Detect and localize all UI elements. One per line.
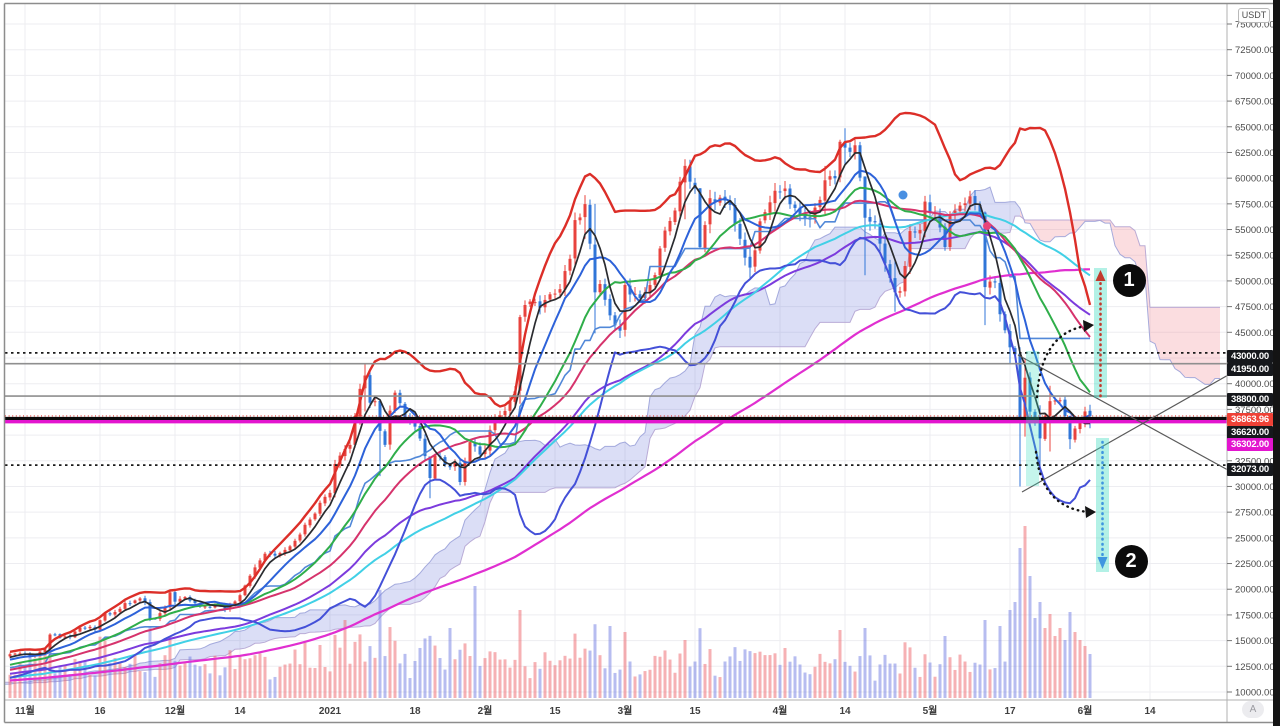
price-badge-38800.00[interactable]: 38800.00 — [1227, 392, 1273, 406]
x-tick-label[interactable]: 12월 — [165, 705, 185, 717]
y-tick-label: 17500.00 — [1235, 610, 1275, 621]
y-tick-label: 20000.00 — [1235, 585, 1275, 596]
trendlines[interactable] — [1017, 354, 1238, 493]
candles-layer — [8, 128, 1092, 659]
ma-line-KIJUN26 — [9, 201, 1090, 669]
grid-layer — [5, 3, 1227, 700]
x-tick-label[interactable]: 3월 — [618, 705, 633, 717]
highlight-band-3 — [1026, 351, 1039, 486]
callout-circle-2[interactable]: 2 — [1114, 544, 1148, 578]
x-tick-label[interactable]: 15 — [549, 706, 561, 717]
price-badge-36620.00[interactable]: 36620.00 — [1227, 425, 1273, 439]
x-tick-label[interactable]: 11월 — [15, 705, 35, 717]
right-edge-strip — [1273, 0, 1280, 726]
y-tick-label: 40000.00 — [1235, 379, 1275, 390]
callout-circle-1[interactable]: 1 — [1112, 263, 1146, 297]
y-tick-label: 75000.00 — [1235, 20, 1275, 31]
y-tick-label: 57500.00 — [1235, 199, 1275, 210]
ma-line-SMA120 — [9, 268, 1091, 682]
marker-dot-1 — [898, 190, 908, 200]
y-tick-label: 52500.00 — [1235, 251, 1275, 262]
y-tick-label: 67500.00 — [1235, 97, 1275, 108]
y-tick-label: 60000.00 — [1235, 174, 1275, 185]
axis-auto-scale-button[interactable]: A — [1242, 701, 1264, 718]
curved-arrow-2 — [1034, 450, 1090, 514]
price-badge-36302.00[interactable]: 36302.00 — [1227, 437, 1273, 451]
x-tick-label[interactable]: 5월 — [923, 705, 938, 717]
price-badge-41950.00[interactable]: 41950.00 — [1227, 362, 1273, 376]
ma-line-SMA20 — [9, 186, 1091, 666]
curved-arrow-1 — [1035, 324, 1088, 399]
y-tick-label: 55000.00 — [1235, 225, 1275, 236]
price-badge-36863.96[interactable]: 36863.96 — [1227, 412, 1273, 426]
x-tick-label[interactable]: 4월 — [773, 705, 788, 717]
x-tick-label[interactable]: 2월 — [478, 705, 493, 717]
x-tick-label[interactable]: 6월 — [1078, 705, 1093, 717]
symbol-unit-chip[interactable]: USDT — [1238, 8, 1270, 23]
y-tick-label: 10000.00 — [1235, 688, 1275, 699]
y-tick-label: 12500.00 — [1235, 662, 1275, 673]
moving-averages-layer — [9, 111, 1092, 682]
x-tick-label[interactable]: 15 — [689, 706, 701, 717]
marker-dot-2 — [983, 222, 991, 230]
y-tick-label: 72500.00 — [1235, 45, 1275, 56]
y-tick-label: 22500.00 — [1235, 559, 1275, 570]
plot-pane[interactable] — [5, 111, 1227, 698]
x-tick-label[interactable]: 18 — [409, 706, 421, 717]
y-tick-label: 47500.00 — [1235, 302, 1275, 313]
y-tick-label: 50000.00 — [1235, 276, 1275, 287]
x-tick-label[interactable]: 14 — [839, 706, 851, 717]
y-tick-label: 15000.00 — [1235, 636, 1275, 647]
y-tick-label: 62500.00 — [1235, 148, 1275, 159]
ma-line-EMA60 — [9, 231, 1091, 675]
x-tick-label[interactable]: 14 — [1144, 706, 1156, 717]
ma-line-BB_UPPER — [9, 111, 1092, 653]
y-tick-label: 30000.00 — [1235, 482, 1275, 493]
annotations-layer[interactable] — [898, 190, 1110, 573]
y-tick-label: 70000.00 — [1235, 71, 1275, 82]
x-tick-label[interactable]: 2021 — [319, 706, 342, 717]
ma-line-SMA60 — [9, 211, 1091, 679]
x-tick-label[interactable]: 17 — [1004, 706, 1016, 717]
ma-line-SMA10 — [9, 169, 1091, 661]
horizontal-price-lines[interactable] — [5, 351, 1227, 467]
x-tick-label[interactable]: 16 — [94, 706, 106, 717]
volume-layer — [8, 526, 1092, 698]
price-badge-32073.00[interactable]: 32073.00 — [1227, 462, 1273, 476]
y-tick-label: 32500.00 — [1235, 456, 1275, 467]
price-badge-43000.00[interactable]: 43000.00 — [1227, 349, 1273, 363]
y-tick-label: 45000.00 — [1235, 328, 1275, 339]
y-tick-label: 27500.00 — [1235, 508, 1275, 519]
y-tick-label: 65000.00 — [1235, 122, 1275, 133]
y-tick-label: 25000.00 — [1235, 533, 1275, 544]
ma-line-SMA5 — [9, 151, 1091, 659]
ma-line-BB_LOWER — [9, 236, 1091, 679]
ma-line-SMA30 — [9, 199, 1091, 671]
y-tick-label: 37500.00 — [1235, 405, 1275, 416]
x-tick-label[interactable]: 14 — [234, 706, 246, 717]
